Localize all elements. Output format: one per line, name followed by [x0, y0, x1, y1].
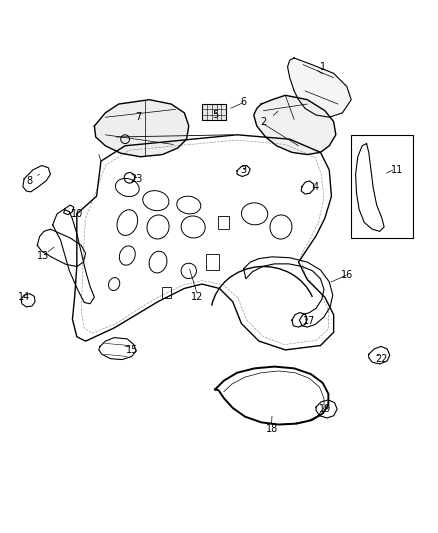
Text: 6: 6: [240, 97, 246, 107]
Polygon shape: [253, 95, 335, 155]
Polygon shape: [287, 58, 350, 117]
Text: 12: 12: [191, 292, 203, 302]
Text: 2: 2: [260, 117, 266, 127]
Text: 22: 22: [375, 354, 387, 364]
Text: 15: 15: [125, 345, 138, 355]
Text: 1: 1: [319, 62, 325, 72]
Text: 19: 19: [318, 404, 330, 414]
Text: 18: 18: [265, 424, 278, 434]
Bar: [162, 287, 171, 298]
Text: 16: 16: [340, 270, 352, 280]
Text: 14: 14: [18, 292, 30, 302]
Text: 8: 8: [27, 176, 33, 186]
Text: 7: 7: [135, 112, 141, 122]
Bar: [218, 216, 229, 229]
Text: 17: 17: [303, 317, 315, 326]
Polygon shape: [94, 100, 188, 157]
Text: 3: 3: [240, 165, 246, 175]
Bar: [206, 254, 219, 270]
Bar: [201, 103, 226, 120]
Text: 5: 5: [212, 110, 218, 120]
Text: 10: 10: [71, 209, 83, 219]
Text: 4: 4: [312, 182, 318, 192]
Text: 23: 23: [130, 174, 142, 184]
Text: 13: 13: [37, 251, 49, 261]
Text: 11: 11: [390, 165, 403, 175]
Bar: [350, 135, 412, 238]
